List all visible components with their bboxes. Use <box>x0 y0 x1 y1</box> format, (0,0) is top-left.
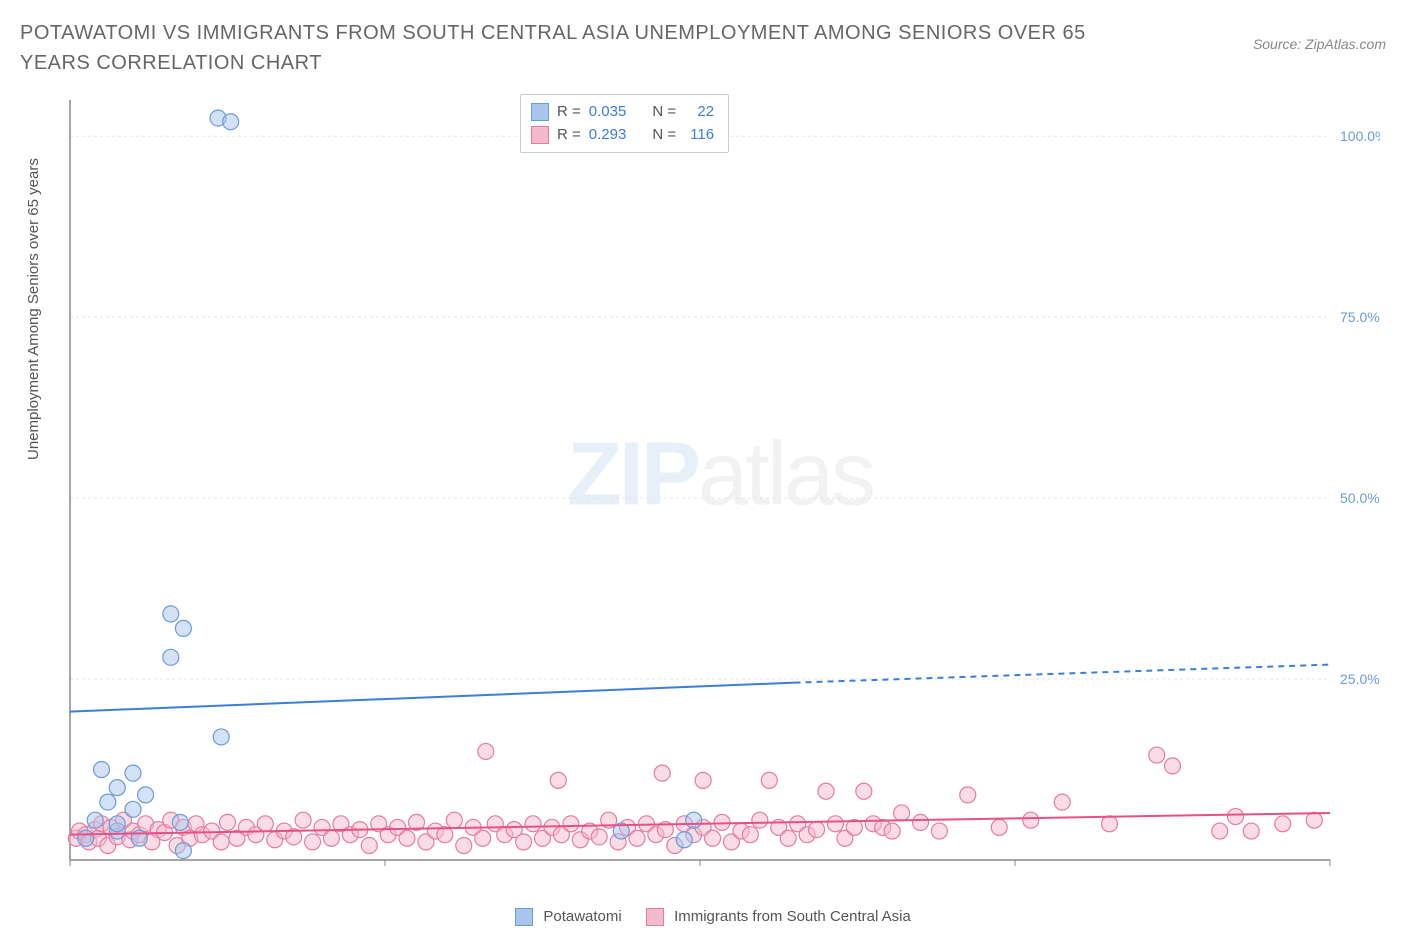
bottom-swatch-2 <box>646 908 664 926</box>
chart-title: POTAWATOMI VS IMMIGRANTS FROM SOUTH CENT… <box>20 18 1120 78</box>
chart-area: ZIPatlas 25.0%50.0%75.0%100.0%0.0%40.0% <box>60 90 1380 870</box>
svg-text:40.0%: 40.0% <box>1290 869 1330 870</box>
y-axis-label: Unemployment Among Seniors over 65 years <box>25 158 42 460</box>
stats-legend: R = 0.035 N = 22 R = 0.293 N = 116 <box>520 94 729 153</box>
svg-text:0.0%: 0.0% <box>70 869 102 870</box>
scatter-plot: 25.0% 50.0% 75.0% 100.0% 0.0% 40.0% <box>60 90 1380 870</box>
stats-legend-row-2: R = 0.293 N = 116 <box>531 124 714 147</box>
svg-text:25.0%: 25.0% <box>1340 671 1380 687</box>
svg-text:75.0%: 75.0% <box>1340 309 1380 325</box>
bottom-legend: Potawatomi Immigrants from South Central… <box>0 908 1406 926</box>
svg-text:100.0%: 100.0% <box>1340 128 1380 144</box>
svg-text:50.0%: 50.0% <box>1340 490 1380 506</box>
bottom-swatch-1 <box>515 908 533 926</box>
legend-swatch-1 <box>531 103 549 121</box>
legend-swatch-2 <box>531 126 549 144</box>
stats-legend-row-1: R = 0.035 N = 22 <box>531 101 714 124</box>
source-label: Source: ZipAtlas.com <box>1253 18 1386 52</box>
